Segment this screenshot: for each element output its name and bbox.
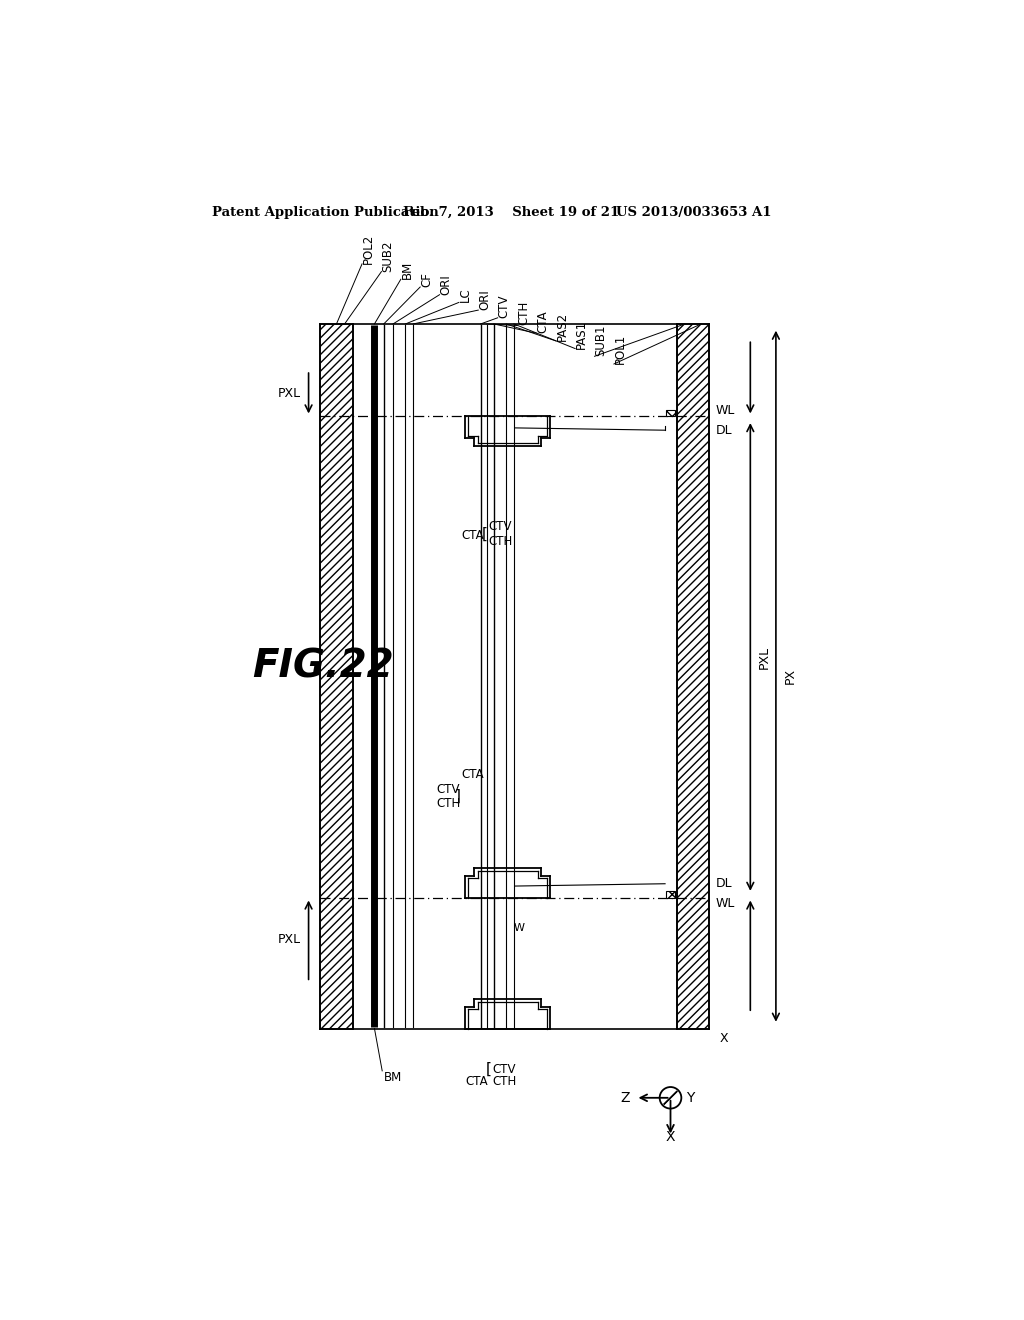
Text: CTV: CTV <box>498 294 511 318</box>
Text: PX: PX <box>783 668 797 684</box>
Text: FIG.22: FIG.22 <box>252 648 393 685</box>
Text: PAS2: PAS2 <box>556 312 568 341</box>
Text: US 2013/0033653 A1: US 2013/0033653 A1 <box>616 206 772 219</box>
Text: ORI: ORI <box>439 275 453 294</box>
Bar <box>677 323 710 1028</box>
Text: DL: DL <box>716 878 732 890</box>
Text: X: X <box>720 1032 729 1045</box>
Text: BM: BM <box>400 261 414 280</box>
Text: Y: Y <box>686 1090 694 1105</box>
Text: W: W <box>514 924 525 933</box>
Text: CTV: CTV <box>488 520 512 533</box>
Text: POL2: POL2 <box>362 234 375 264</box>
Text: CTH: CTH <box>493 1074 516 1088</box>
Text: CTH: CTH <box>436 797 461 810</box>
Text: WL: WL <box>716 404 735 417</box>
Text: X: X <box>666 1130 675 1144</box>
Text: CTV: CTV <box>493 1063 516 1076</box>
Text: CTA: CTA <box>537 310 550 333</box>
Text: ]: ] <box>455 788 461 804</box>
Bar <box>666 891 675 898</box>
Text: PXL: PXL <box>278 933 301 946</box>
Text: PXL: PXL <box>278 387 301 400</box>
Text: CTH: CTH <box>488 536 513 548</box>
Text: LC: LC <box>459 288 472 302</box>
Text: PXL: PXL <box>758 645 771 668</box>
Text: CTV: CTV <box>436 783 460 796</box>
Text: CTA: CTA <box>465 1074 487 1088</box>
Text: CTA: CTA <box>461 768 484 781</box>
Bar <box>666 411 675 416</box>
Text: Feb. 7, 2013    Sheet 19 of 21: Feb. 7, 2013 Sheet 19 of 21 <box>403 206 620 219</box>
Text: [: [ <box>481 527 487 541</box>
Text: POL1: POL1 <box>614 334 627 364</box>
Text: [: [ <box>485 1061 492 1077</box>
Text: CF: CF <box>420 272 433 286</box>
Text: WL: WL <box>716 898 735 911</box>
Text: Patent Application Publication: Patent Application Publication <box>212 206 438 219</box>
Text: CTA: CTA <box>461 529 484 543</box>
Text: CTH: CTH <box>517 301 530 326</box>
Text: PAS1: PAS1 <box>575 319 588 348</box>
Text: SUB2: SUB2 <box>381 240 394 272</box>
Bar <box>321 323 352 1028</box>
Text: Z: Z <box>621 1090 630 1105</box>
Text: SUB1: SUB1 <box>595 325 607 356</box>
Text: DL: DL <box>716 424 732 437</box>
Text: ORI: ORI <box>478 289 492 310</box>
Text: BM: BM <box>384 1071 402 1084</box>
